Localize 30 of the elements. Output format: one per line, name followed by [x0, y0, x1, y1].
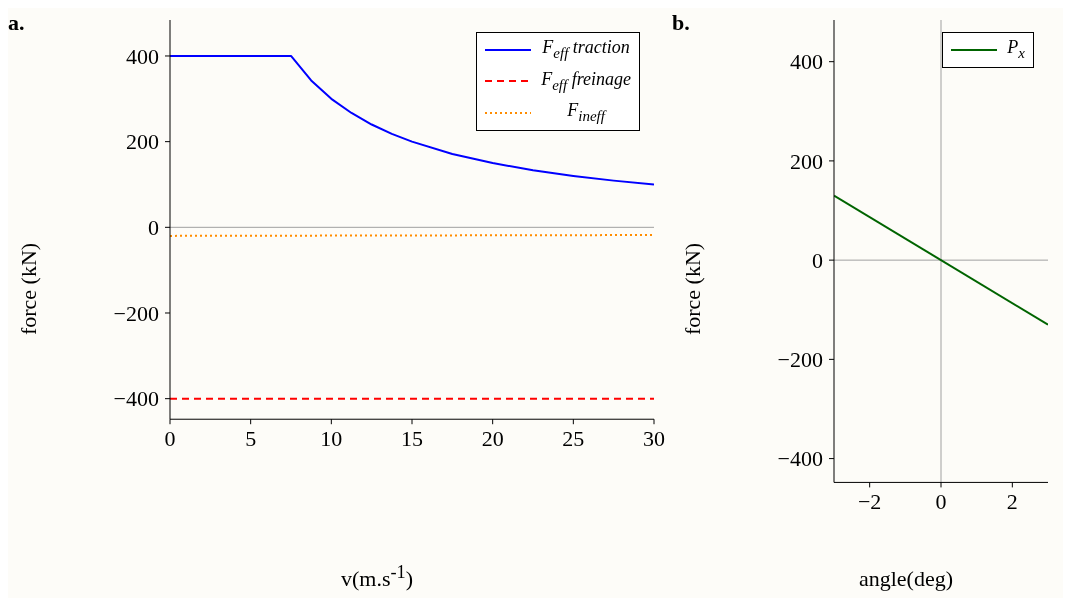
x-tick-label: 5 — [245, 425, 257, 451]
chart-title: a. — [8, 10, 25, 36]
legend-label: F$_{ineff}$ — [566, 99, 608, 126]
y-tick-label: 200 — [790, 148, 823, 174]
y-tick-label: −400 — [113, 386, 159, 412]
y-axis-title: force (kN) — [680, 242, 706, 336]
chart-title: b. — [672, 10, 690, 36]
legend-label: F$_{eff}$ traction — [541, 36, 631, 63]
y-tick-label: −400 — [777, 446, 823, 472]
y-tick-label: 400 — [790, 49, 823, 75]
y-tick-label: −200 — [113, 300, 159, 326]
y-tick-label: 0 — [812, 247, 823, 273]
x-tick-label: 2 — [1006, 489, 1018, 515]
x-tick-label: 10 — [320, 425, 343, 451]
legend-label: F$_{eff}$ freinage — [541, 67, 631, 95]
x-axis-title: v(m.s$^{-1}$) — [339, 561, 415, 592]
x-tick-label: 20 — [481, 425, 504, 451]
x-tick-label: 0 — [935, 489, 947, 515]
x-axis-title: angle(deg) — [857, 566, 955, 592]
y-tick-label: −200 — [777, 347, 823, 373]
x-tick-label: 25 — [562, 425, 585, 451]
x-tick-label: −2 — [857, 489, 882, 515]
x-tick-label: 30 — [643, 425, 665, 451]
y-tick-label: 0 — [148, 215, 159, 241]
x-tick-label: 0 — [164, 425, 176, 451]
y-axis-title: force (kN) — [16, 242, 42, 336]
legend-label: P$_{x}$ — [1007, 36, 1025, 63]
y-tick-label: 200 — [126, 129, 159, 155]
x-tick-label: 15 — [401, 425, 423, 451]
y-tick-label: 400 — [126, 43, 159, 69]
